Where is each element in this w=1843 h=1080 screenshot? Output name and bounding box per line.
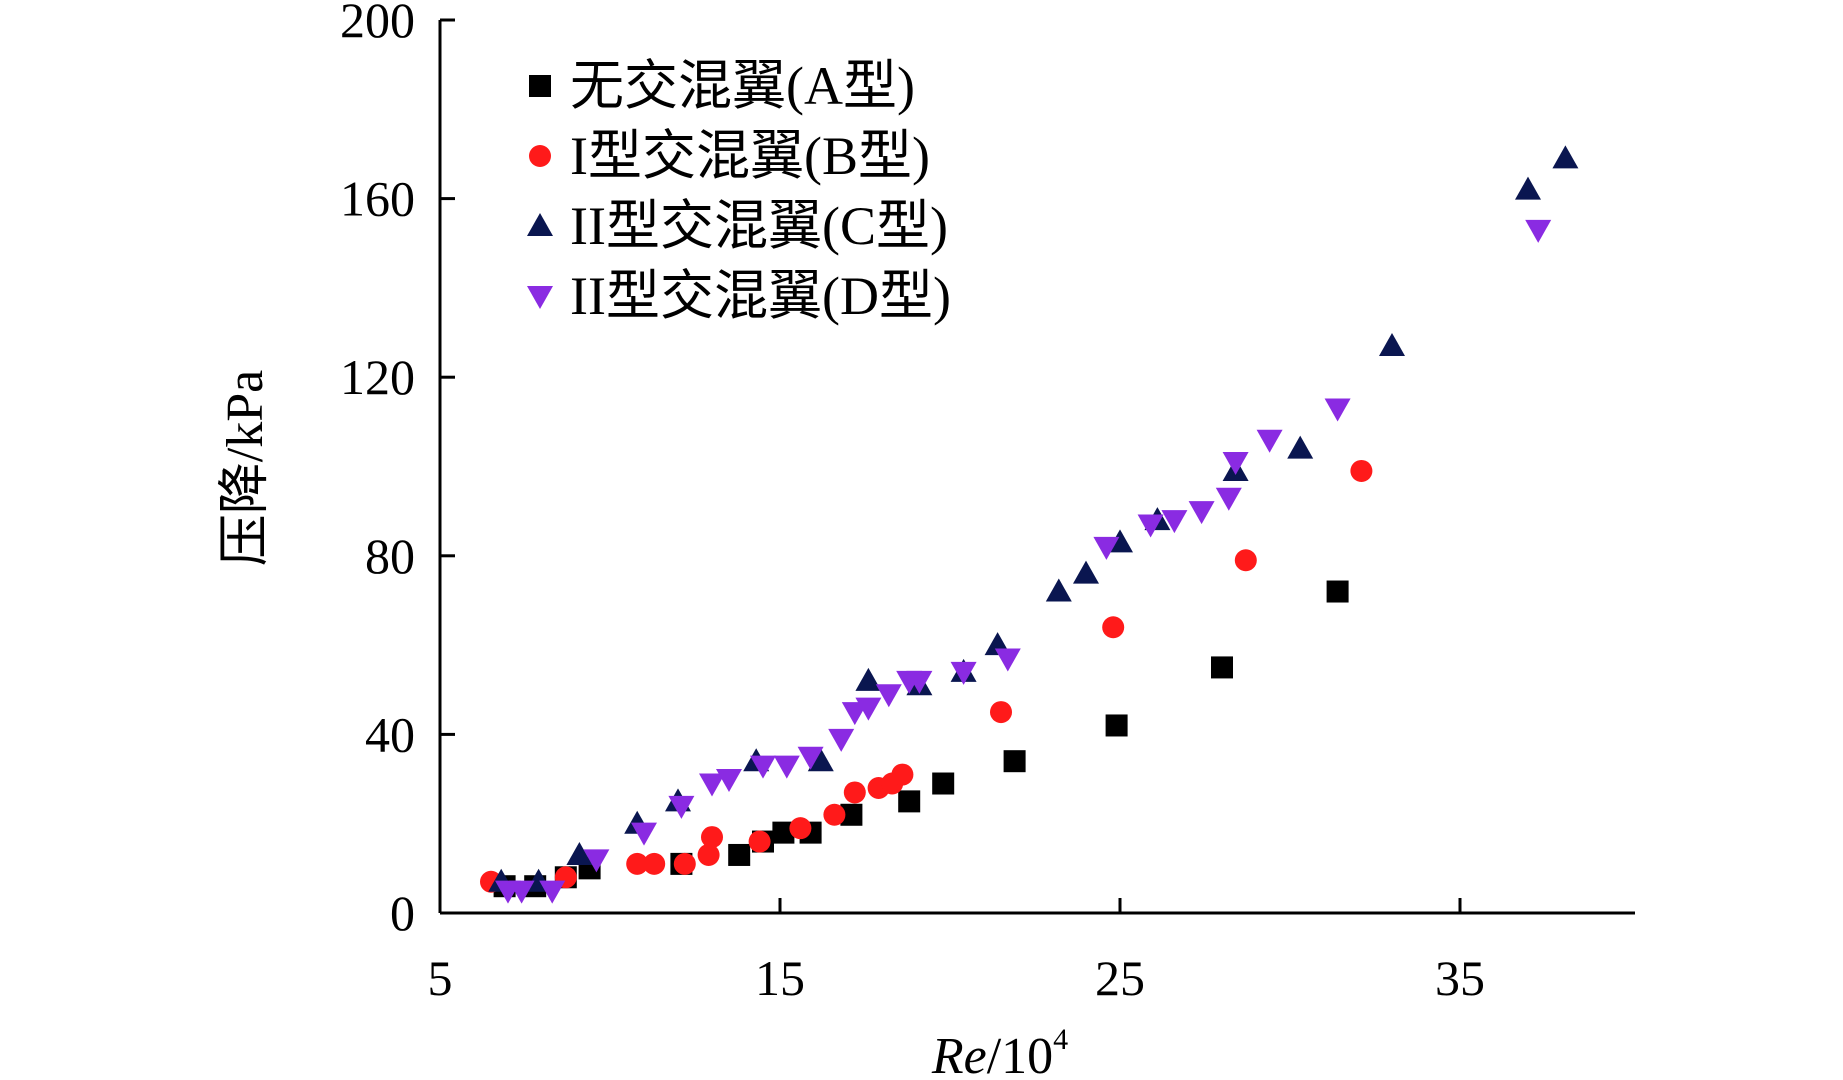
y-axis-label: 压降/kPa xyxy=(217,370,274,566)
data-point-s1-7 xyxy=(748,830,771,853)
y-tick-label-200: 200 xyxy=(340,0,415,48)
data-point-s2-16 xyxy=(1287,435,1314,459)
x-tick-label-15: 15 xyxy=(755,950,805,1006)
data-point-s3-1 xyxy=(508,880,535,904)
x-tick-label-5: 5 xyxy=(428,950,453,1006)
legend-label-3: II型交混翼(D型) xyxy=(570,266,951,326)
data-point-s1-10 xyxy=(843,781,866,804)
legend-label-1: I型交混翼(B型) xyxy=(570,126,930,186)
y-ticks: 0 40 80 120 160 200 xyxy=(340,0,455,941)
data-point-s2-17 xyxy=(1379,332,1405,356)
data-point-s3-21 xyxy=(1161,510,1188,534)
axes xyxy=(438,20,1635,915)
data-point-s2-11 xyxy=(1045,578,1072,602)
data-point-s3-19 xyxy=(1093,536,1120,560)
legend-marker-1 xyxy=(529,145,551,167)
data-point-s3-18 xyxy=(994,648,1021,672)
legend-item-2: II型交混翼(C型) xyxy=(527,196,948,256)
data-point-s2-18 xyxy=(1515,176,1541,200)
data-point-s0-11 xyxy=(932,772,955,795)
series-0 xyxy=(493,580,1349,898)
data-point-s3-11 xyxy=(828,728,855,752)
data-point-s1-16 xyxy=(1234,549,1257,572)
data-point-s3-6 xyxy=(699,773,725,797)
data-point-s3-23 xyxy=(1215,487,1242,511)
data-point-s3-7 xyxy=(716,769,742,793)
y-tick-label-80: 80 xyxy=(365,528,415,584)
data-point-s3-3 xyxy=(583,849,610,873)
data-point-s3-2 xyxy=(539,880,566,904)
x-ticks: 5 15 25 35 xyxy=(428,898,1485,1006)
data-point-s1-3 xyxy=(643,852,666,875)
series-2 xyxy=(488,145,1579,892)
data-point-s2-7 xyxy=(855,667,882,691)
legend-marker-3 xyxy=(527,286,553,309)
series-3 xyxy=(495,219,1552,904)
y-tick-label-160: 160 xyxy=(340,171,415,227)
x-tick-label-25: 25 xyxy=(1095,950,1145,1006)
x-axis-label-symbol: Re xyxy=(931,1028,987,1080)
data-point-s3-20 xyxy=(1137,514,1164,538)
legend-label-0: 无交混翼(A型) xyxy=(570,56,915,116)
data-point-s3-26 xyxy=(1324,398,1351,422)
data-point-s1-2 xyxy=(626,852,649,875)
y-tick-label-40: 40 xyxy=(365,706,415,762)
data-point-s3-14 xyxy=(875,684,902,708)
data-point-s1-15 xyxy=(1102,616,1125,639)
data-point-s0-10 xyxy=(898,790,921,813)
data-point-s3-17 xyxy=(950,661,977,685)
data-point-s0-15 xyxy=(1326,580,1349,603)
x-axis-label-exponent: 4 xyxy=(1053,1023,1068,1056)
data-points xyxy=(480,145,1579,904)
data-point-s2-12 xyxy=(1073,560,1099,584)
series-1 xyxy=(480,459,1373,893)
data-point-s0-14 xyxy=(1211,656,1233,679)
data-point-s3-5 xyxy=(668,795,695,819)
data-point-s1-9 xyxy=(823,803,846,826)
data-point-s3-27 xyxy=(1525,219,1552,243)
data-point-s1-14 xyxy=(990,701,1012,724)
data-point-s3-4 xyxy=(631,822,657,846)
data-point-s3-25 xyxy=(1256,429,1283,453)
data-point-s1-13 xyxy=(891,763,914,786)
x-tick-label-35: 35 xyxy=(1435,950,1485,1006)
data-point-s0-12 xyxy=(1003,750,1026,773)
data-point-s1-6 xyxy=(701,826,723,849)
data-point-s1-8 xyxy=(789,817,812,840)
data-point-s3-16 xyxy=(906,670,933,694)
x-axis-label: Re/104 xyxy=(931,1023,1068,1080)
data-point-s1-17 xyxy=(1350,459,1373,482)
data-point-s3-8 xyxy=(750,755,776,779)
data-point-s0-13 xyxy=(1105,714,1128,737)
data-point-s0-7 xyxy=(772,821,795,844)
legend-label-2: II型交混翼(C型) xyxy=(570,196,948,256)
legend: 无交混翼(A型) I型交混翼(B型) II型交混翼(C型) II型交混翼(D型) xyxy=(527,56,951,326)
data-point-s2-2 xyxy=(566,841,593,865)
legend-marker-2 xyxy=(527,213,553,236)
data-point-s3-13 xyxy=(855,697,882,721)
data-point-s1-4 xyxy=(673,852,696,875)
data-point-s3-24 xyxy=(1222,452,1249,476)
data-point-s0-9 xyxy=(840,803,863,826)
data-point-s3-9 xyxy=(773,755,800,779)
data-point-s2-6 xyxy=(807,748,834,772)
data-point-s1-5 xyxy=(697,843,720,866)
data-point-s3-10 xyxy=(797,746,824,770)
legend-item-0: 无交混翼(A型) xyxy=(529,56,915,116)
data-point-s0-5 xyxy=(728,843,751,866)
data-point-s3-22 xyxy=(1188,501,1215,525)
x-axis-label-unit: /10 xyxy=(987,1028,1053,1080)
legend-marker-0 xyxy=(529,75,551,97)
y-tick-label-0: 0 xyxy=(390,885,415,941)
data-point-s2-19 xyxy=(1552,145,1579,169)
y-tick-label-120: 120 xyxy=(340,349,415,405)
legend-item-3: II型交混翼(D型) xyxy=(527,266,951,326)
legend-item-1: I型交混翼(B型) xyxy=(529,126,930,186)
